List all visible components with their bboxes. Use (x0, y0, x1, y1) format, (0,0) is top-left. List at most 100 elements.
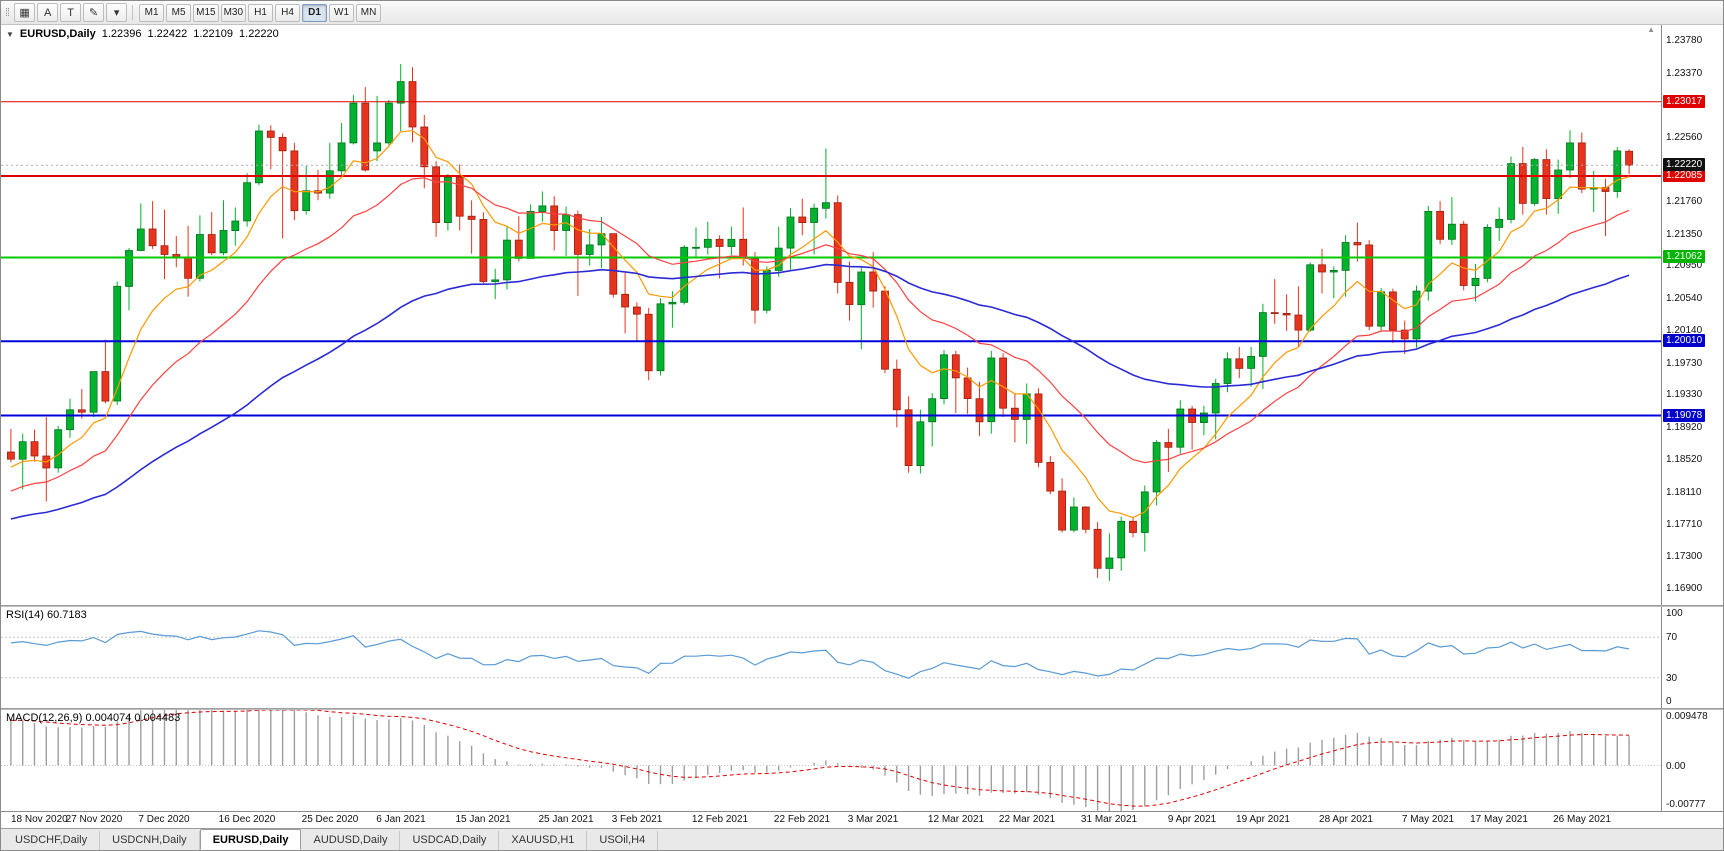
price-axis-tick: 1.23780 (1666, 34, 1703, 46)
hline-price-badge: 1.22085 (1663, 168, 1706, 182)
rsi-axis[interactable]: 100 70 30 0 (1661, 607, 1723, 708)
hline-price-badge: 1.23017 (1663, 94, 1706, 108)
ohlc-low: 1.22109 (193, 28, 234, 40)
ohlc-high: 1.22422 (147, 28, 188, 40)
price-axis-tick: 1.21350 (1666, 228, 1703, 240)
draw-tools-caret-icon[interactable]: ▾ (106, 3, 128, 22)
timeframe-button-m5[interactable]: M5 (166, 3, 192, 22)
pane-separator[interactable] (1, 708, 1723, 710)
price-axis-tick: 1.19730 (1666, 357, 1703, 369)
timeframe-button-w1[interactable]: W1 (329, 3, 355, 22)
timeframe-button-m15[interactable]: M15 (193, 3, 219, 22)
macd-axis-tick: 0.00 (1666, 760, 1686, 772)
price-plot[interactable]: ▼ EURUSD,Daily 1.22396 1.22422 1.22109 1… (1, 25, 1661, 605)
text-tool-icon[interactable]: T (60, 3, 82, 22)
date-axis[interactable]: 18 Nov 2020 27 Nov 2020 7 Dec 2020 16 Dec 2… (1, 811, 1723, 828)
hline-price-badge: 1.19078 (1663, 408, 1706, 422)
price-axis-tick: 1.18110 (1666, 486, 1702, 498)
timeframe-button-d1[interactable]: D1 (302, 3, 328, 22)
chart-tab-eurusd[interactable]: EURUSD,Daily (199, 829, 302, 850)
timeframe-toolbar: M1 M5 M15 M30 H1 H4 D1 W1 MN (138, 3, 382, 22)
date-axis-label: 3 Mar 2021 (847, 814, 899, 825)
chart-tab-bar: USDCHF,Daily USDCNH,Daily EURUSD,Daily AUDU… (1, 828, 1723, 850)
chart-tab-usdchf[interactable]: USDCHF,Daily (3, 831, 101, 850)
timeframe-button-m30[interactable]: M30 (220, 3, 247, 22)
price-axis-tick: 1.19330 (1666, 389, 1703, 401)
date-axis-label: 9 Apr 2021 (1167, 814, 1217, 825)
chart-ohlc-header: ▼ EURUSD,Daily 1.22396 1.22422 1.22109 1… (6, 28, 279, 40)
rsi-plot[interactable]: RSI(14) 60.7183 (1, 607, 1661, 708)
main-toolbar: ⁞⁞ ▦ A T ✎ ▾ M1 M5 M15 M30 H1 H4 D1 W1 MN (1, 1, 1723, 25)
price-axis-tick: 1.17300 (1666, 551, 1703, 563)
pane-separator[interactable] (1, 605, 1723, 607)
chart-shift-marker-icon[interactable]: ▲ (1647, 25, 1655, 34)
date-axis-label: 22 Mar 2021 (998, 814, 1056, 825)
date-axis-label: 17 May 2021 (1470, 814, 1528, 825)
macd-axis-tick: -0.00777 (1666, 799, 1706, 810)
price-axis-tick: 1.22560 (1666, 132, 1703, 144)
macd-label: MACD(12,26,9) 0.004074 0.004483 (6, 712, 181, 724)
rsi-axis-tick: 100 (1666, 608, 1683, 619)
date-axis-label: 12 Mar 2021 (927, 814, 985, 825)
price-axis-tick: 1.18920 (1666, 422, 1703, 434)
price-axis[interactable]: 1.237801.233701.229601.225601.221501.217… (1661, 25, 1723, 605)
hline-price-badge: 1.21062 (1663, 250, 1706, 264)
chart-tab-xauusd[interactable]: XAUUSD,H1 (499, 831, 588, 850)
ohlc-close: 1.22220 (239, 28, 279, 40)
current-price-badge: 1.22220 (1663, 158, 1706, 172)
date-axis-label: 7 Dec 2020 (138, 814, 190, 825)
macd-pane: MACD(12,26,9) 0.004074 0.004483 0.009478… (1, 710, 1723, 811)
macd-axis-tick: 0.009478 (1666, 711, 1708, 722)
rsi-axis-tick: 0 (1666, 696, 1672, 707)
price-axis-tick: 1.18520 (1666, 454, 1703, 465)
rsi-axis-tick: 30 (1666, 672, 1678, 684)
chart-tab-usdcnh[interactable]: USDCNH,Daily (100, 831, 200, 850)
ohlc-open: 1.22396 (101, 28, 142, 40)
toolbar-grip[interactable]: ⁞⁞ (5, 6, 10, 19)
symbol-label: EURUSD,Daily (19, 28, 96, 40)
price-axis-tick: 1.21760 (1666, 195, 1703, 207)
timeframe-button-h1[interactable]: H1 (248, 3, 274, 22)
toolbar-separator (132, 5, 134, 20)
rsi-pane: RSI(14) 60.7183 100 70 30 0 (1, 607, 1723, 708)
rsi-label: RSI(14) 60.7183 (6, 609, 87, 621)
main-chart-canvas[interactable] (1, 25, 1661, 605)
date-axis-label: 16 Dec 2020 (218, 814, 276, 825)
date-axis-label: 28 Apr 2021 (1319, 814, 1373, 825)
date-axis-label: 6 Jan 2021 (376, 814, 426, 825)
date-axis-label: 12 Feb 2021 (691, 814, 749, 825)
collapse-indicator-icon[interactable]: ▼ (6, 29, 14, 39)
date-axis-label: 22 Feb 2021 (773, 814, 831, 825)
date-axis-label: 15 Jan 2021 (455, 814, 511, 825)
timeframe-button-h4[interactable]: H4 (275, 3, 301, 22)
rsi-canvas[interactable] (1, 607, 1661, 708)
hline-price-badge: 1.20010 (1663, 334, 1706, 348)
price-axis-tick: 1.20540 (1666, 293, 1703, 305)
date-axis-label: 3 Feb 2021 (611, 814, 663, 825)
date-axis-label: 18 Nov 2020 (11, 814, 68, 825)
timeframe-button-mn[interactable]: MN (356, 3, 382, 22)
chart-tab-usoil[interactable]: USOil,H4 (587, 831, 659, 850)
charts-grid-icon[interactable]: ▦ (14, 3, 36, 22)
price-pane: ▼ EURUSD,Daily 1.22396 1.22422 1.22109 1… (1, 25, 1723, 605)
chart-stack: ▼ EURUSD,Daily 1.22396 1.22422 1.22109 1… (1, 25, 1723, 828)
date-axis-label: 25 Jan 2021 (538, 814, 594, 825)
date-axis-label: 19 Apr 2021 (1236, 814, 1290, 825)
timeframe-button-m1[interactable]: M1 (139, 3, 165, 22)
date-axis-label: 25 Dec 2020 (301, 814, 359, 825)
date-axis-label: 7 May 2021 (1401, 814, 1455, 825)
macd-plot[interactable]: MACD(12,26,9) 0.004074 0.004483 (1, 710, 1661, 811)
date-axis-label: 31 Mar 2021 (1080, 814, 1138, 825)
macd-canvas[interactable] (1, 710, 1661, 811)
annotation-tool-icon[interactable]: A (37, 3, 59, 22)
date-axis-label: 26 May 2021 (1553, 814, 1611, 825)
chart-tab-usdcad[interactable]: USDCAD,Daily (400, 831, 500, 850)
chart-tab-audusd[interactable]: AUDUSD,Daily (301, 831, 401, 850)
draw-tools-icon[interactable]: ✎ (83, 3, 105, 22)
drawing-tools-group: ▦ A T ✎ ▾ (14, 3, 128, 22)
date-axis-label: 27 Nov 2020 (65, 814, 123, 825)
price-axis-tick: 1.17710 (1666, 518, 1703, 530)
rsi-axis-tick: 70 (1666, 632, 1678, 644)
macd-axis[interactable]: 0.009478 0.00 -0.00777 (1661, 710, 1723, 811)
